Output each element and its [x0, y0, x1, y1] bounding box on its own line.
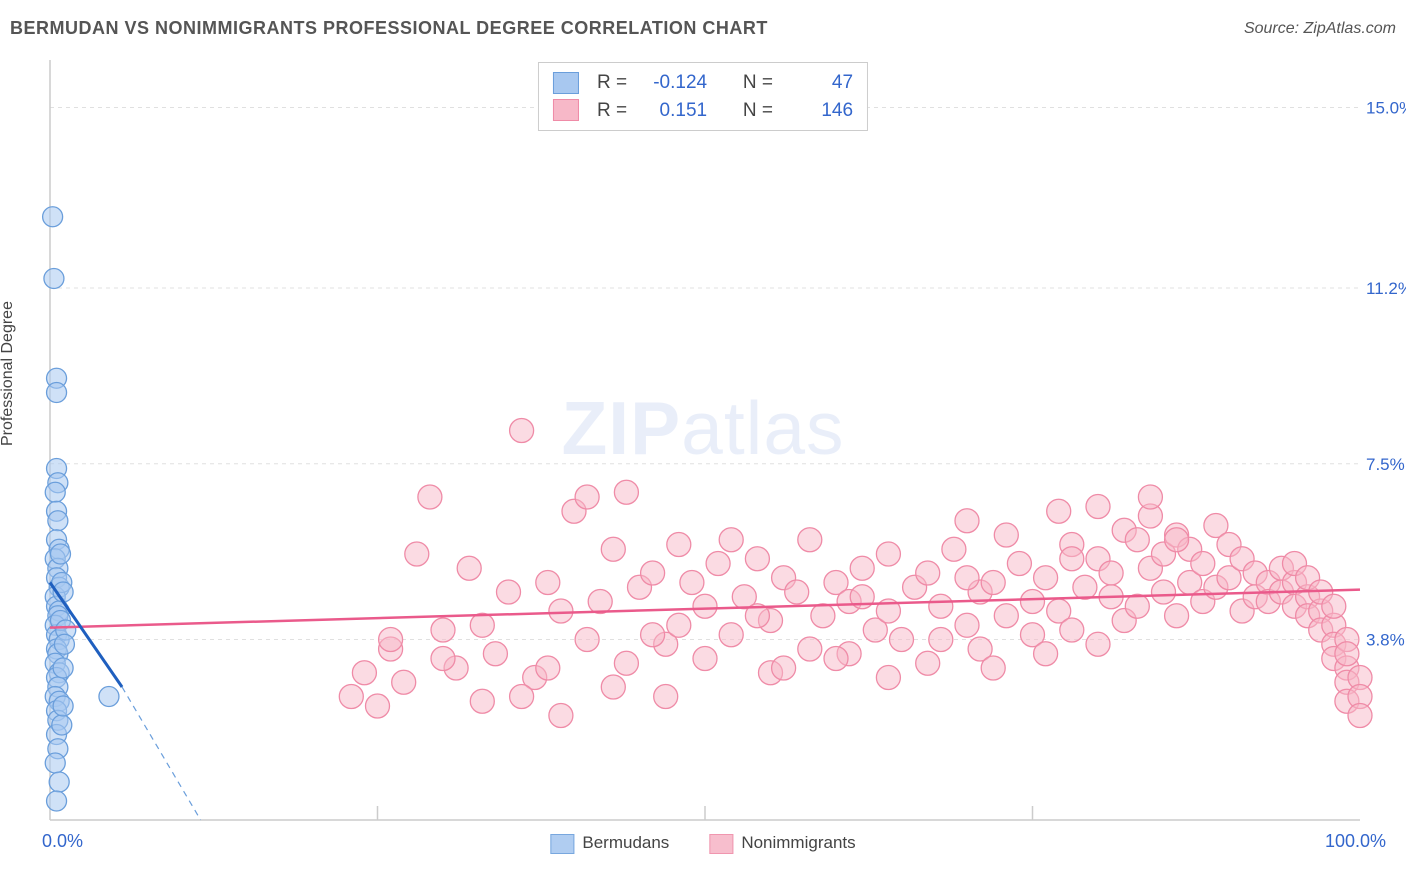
scatter-plot: 3.8%7.5%11.2%15.0%: [50, 60, 1360, 820]
svg-text:11.2%: 11.2%: [1366, 279, 1406, 298]
n-label: N =: [743, 69, 773, 97]
svg-text:3.8%: 3.8%: [1366, 631, 1405, 650]
r-label: R =: [597, 97, 627, 125]
legend-swatch-blue: [550, 834, 574, 854]
r-value-blue: -0.124: [637, 69, 707, 97]
n-label: N =: [743, 97, 773, 125]
x-axis-origin-label: 0.0%: [42, 831, 83, 852]
correlation-stats-box: R = -0.124 N = 47 R = 0.151 N = 146: [538, 62, 868, 131]
r-value-pink: 0.151: [637, 97, 707, 125]
svg-text:7.5%: 7.5%: [1366, 455, 1405, 474]
y-axis-label: Professional Degree: [0, 301, 17, 446]
legend-label-blue: Bermudans: [582, 833, 669, 852]
stats-swatch-blue: [553, 72, 579, 94]
legend-label-pink: Nonimmigrants: [741, 833, 855, 852]
stats-swatch-pink: [553, 99, 579, 121]
chart-header: BERMUDAN VS NONIMMIGRANTS PROFESSIONAL D…: [10, 18, 1396, 39]
source-attribution: Source: ZipAtlas.com: [1244, 20, 1396, 38]
plot-svg: 3.8%7.5%11.2%15.0%: [50, 60, 1360, 820]
n-value-pink: 146: [783, 97, 853, 125]
source-prefix: Source:: [1244, 20, 1304, 37]
r-label: R =: [597, 69, 627, 97]
source-name: ZipAtlas.com: [1304, 20, 1396, 37]
chart-title: BERMUDAN VS NONIMMIGRANTS PROFESSIONAL D…: [10, 18, 768, 39]
stats-row-blue: R = -0.124 N = 47: [553, 69, 853, 97]
n-value-blue: 47: [783, 69, 853, 97]
legend-item-pink: Nonimmigrants: [709, 833, 855, 854]
legend-swatch-pink: [709, 834, 733, 854]
legend-item-blue: Bermudans: [550, 833, 669, 854]
x-axis-max-label: 100.0%: [1325, 831, 1386, 852]
legend: Bermudans Nonimmigrants: [550, 833, 855, 854]
svg-text:15.0%: 15.0%: [1366, 99, 1406, 118]
stats-row-pink: R = 0.151 N = 146: [553, 97, 853, 125]
